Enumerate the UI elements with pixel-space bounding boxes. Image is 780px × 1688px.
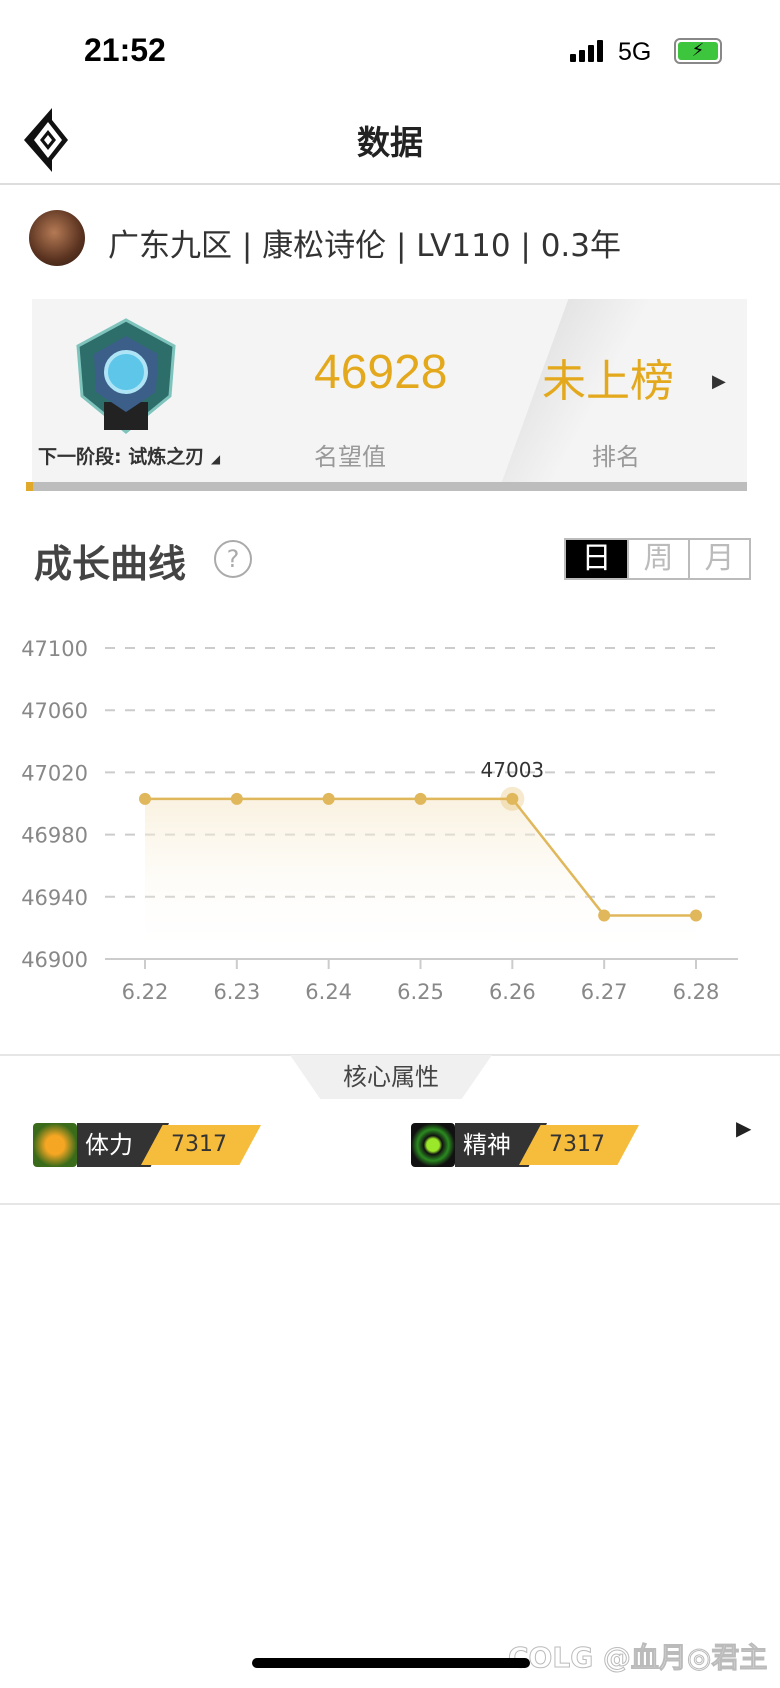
growth-title: 成长曲线	[34, 542, 187, 586]
y-tick-label: 47100	[21, 637, 88, 661]
header-divider	[0, 183, 780, 185]
x-tick-label: 6.24	[305, 980, 352, 1004]
tab-month[interactable]: 月	[688, 540, 749, 578]
attribute-stamina: 体力 7317	[33, 1123, 261, 1167]
x-tick-label: 6.28	[673, 980, 720, 1004]
core-attributes-tab[interactable]: 核心属性	[290, 1055, 492, 1099]
tab-week[interactable]: 周	[627, 540, 688, 578]
chevron-right-icon[interactable]: ▶	[736, 1116, 752, 1140]
fame-label: 名望值	[314, 443, 386, 471]
x-tick-label: 6.27	[581, 980, 628, 1004]
help-icon[interactable]: ?	[214, 540, 252, 578]
data-point	[414, 792, 427, 805]
y-tick-label: 46940	[21, 886, 88, 910]
network-label: 5G	[618, 38, 652, 66]
rank-badge-icon	[76, 318, 176, 434]
diamond-logo-icon[interactable]	[24, 108, 72, 172]
data-point	[598, 909, 611, 922]
x-tick-label: 6.25	[397, 980, 444, 1004]
x-tick-label: 6.26	[489, 980, 536, 1004]
data-point	[506, 792, 519, 805]
attribute-spirit: 精神 7317	[411, 1123, 639, 1167]
battery-icon: ⚡	[674, 38, 722, 64]
attribute-value: 7317	[141, 1125, 261, 1165]
data-point	[690, 909, 702, 922]
next-stage-label[interactable]: 下一阶段: 试炼之刃 ◢	[38, 446, 221, 468]
y-tick-label: 46900	[21, 948, 88, 972]
triangle-icon: ◢	[210, 452, 221, 466]
rank-value[interactable]: 未上榜	[542, 356, 674, 407]
data-point	[322, 792, 335, 805]
person-icon	[33, 1123, 77, 1167]
data-point	[230, 792, 243, 805]
attribute-value: 7317	[519, 1125, 639, 1165]
signal-icon	[570, 40, 603, 62]
progress-bar	[26, 482, 747, 491]
section-divider	[0, 1203, 780, 1205]
y-tick-label: 46980	[21, 824, 88, 848]
x-tick-label: 6.22	[122, 980, 169, 1004]
data-point	[139, 792, 151, 805]
period-toggle: 日 周 月	[564, 538, 751, 580]
chevron-right-icon[interactable]: ▶	[712, 371, 726, 392]
y-tick-label: 47020	[21, 761, 88, 785]
fame-card: 下一阶段: 试炼之刃 ◢ 46928 名望值 未上榜 排名 ▶	[32, 299, 747, 482]
growth-chart: 47100 47060 47020 46980 46940 46900 6.22 6.23 6.…	[21, 637, 738, 1004]
avatar[interactable]	[29, 210, 85, 266]
data-label: 47003	[481, 758, 545, 782]
home-indicator[interactable]	[252, 1658, 530, 1668]
profile-info: 广东九区 | 康松诗伦 | LV110 | 0.3年	[108, 228, 621, 264]
x-tick-label: 6.23	[213, 980, 260, 1004]
eye-icon	[411, 1123, 455, 1167]
y-tick-label: 47060	[21, 699, 88, 723]
status-time: 21:52	[84, 32, 166, 68]
progress-fill	[26, 482, 34, 491]
rank-label: 排名	[592, 443, 640, 471]
area-fill	[145, 798, 696, 959]
watermark: COLG @血月◎君主	[507, 1641, 768, 1675]
fame-value: 46928	[314, 346, 448, 399]
page-title: 数据	[357, 123, 423, 162]
tab-day[interactable]: 日	[566, 540, 627, 578]
